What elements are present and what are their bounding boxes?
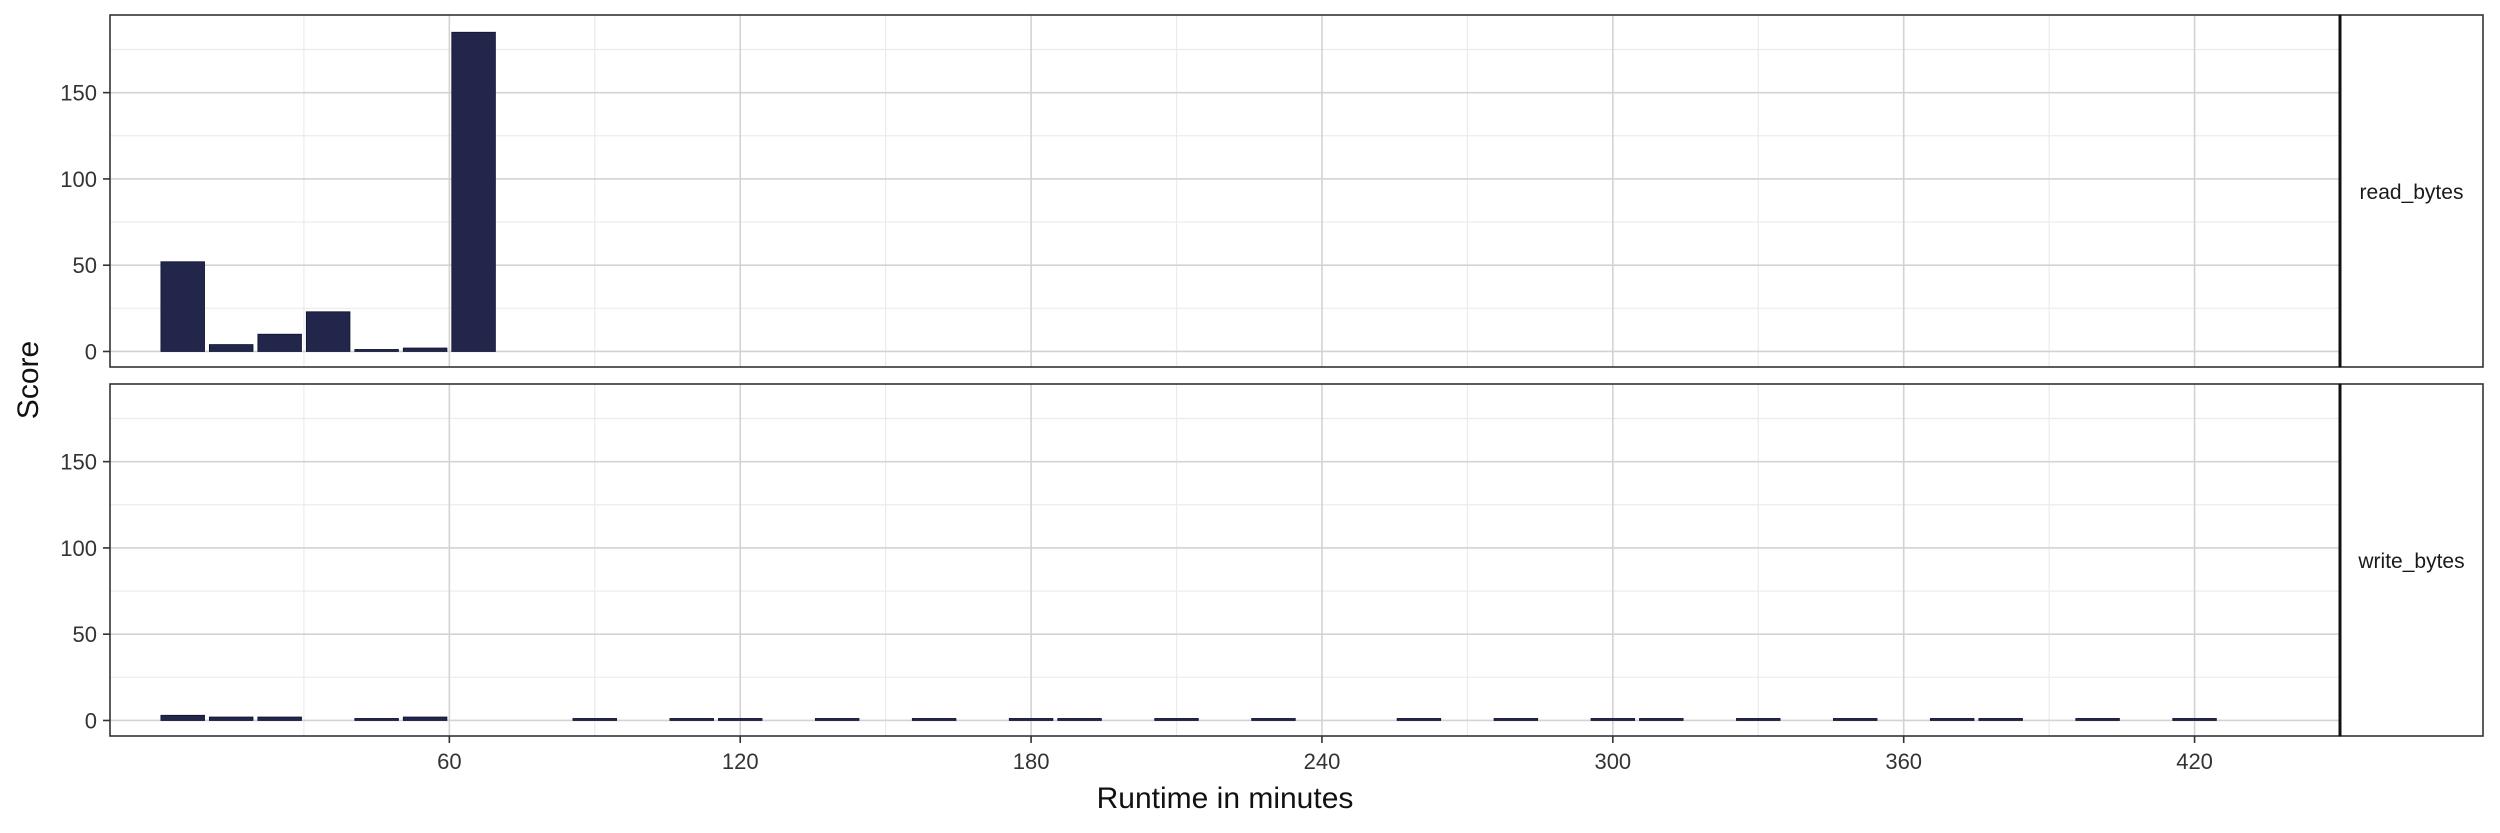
x-axis-title: Runtime in minutes [1097,782,1354,815]
bar [1396,718,1442,721]
bar [305,311,351,352]
bar [1590,718,1636,721]
bar [718,718,763,721]
panel-background [110,384,2340,736]
bar [1929,718,1975,721]
bar [160,714,205,721]
facet-panel-write_bytes: 0 50 100 150 write_bytes [60,383,2484,737]
y-tick-label: 0 [85,339,97,364]
y-tick-label: 150 [60,450,97,475]
bar [257,333,302,352]
bar [2172,718,2217,721]
x-tick-label: 60 [437,749,461,774]
x-tick-label: 240 [1304,749,1341,774]
bar [160,261,205,352]
bar [208,344,254,352]
y-tick-label: 100 [60,536,97,561]
y-tick-label: 50 [73,253,97,278]
bar [1008,718,1054,721]
bar [572,718,617,721]
bar [1736,718,1781,721]
bar [814,718,860,721]
x-tick-label: 360 [1885,749,1922,774]
facet-label: read_bytes [2360,181,2464,204]
bar [1493,718,1539,721]
bar [1978,718,2023,721]
x-tick-label: 300 [1594,749,1631,774]
facet-label: write_bytes [2357,550,2464,573]
bar [257,716,302,721]
facet-strip [2339,14,2484,368]
y-tick-label: 100 [60,167,97,192]
x-tick-label: 120 [722,749,759,774]
panel-background [110,15,2340,367]
bar [669,718,714,721]
bar [911,718,957,721]
y-tick-label: 0 [85,708,97,733]
y-tick-label: 150 [60,81,97,106]
x-tick-label: 420 [2176,749,2213,774]
bar [1639,718,1684,721]
bar [354,349,399,352]
bar [2075,718,2120,721]
facet-panel-read_bytes: 0 50 100 150 read_bytes [60,14,2484,368]
bar [354,718,399,721]
facet-strip [2339,383,2484,737]
bar [402,716,448,721]
bar [208,716,254,721]
bar [1251,718,1296,721]
bar [1833,718,1878,721]
x-tick-label: 180 [1013,749,1050,774]
bar [1057,718,1102,721]
bar [451,31,496,352]
bar [1154,718,1199,721]
y-tick-label: 50 [73,622,97,647]
y-axis-title: Score [12,341,45,419]
bar [402,347,448,352]
